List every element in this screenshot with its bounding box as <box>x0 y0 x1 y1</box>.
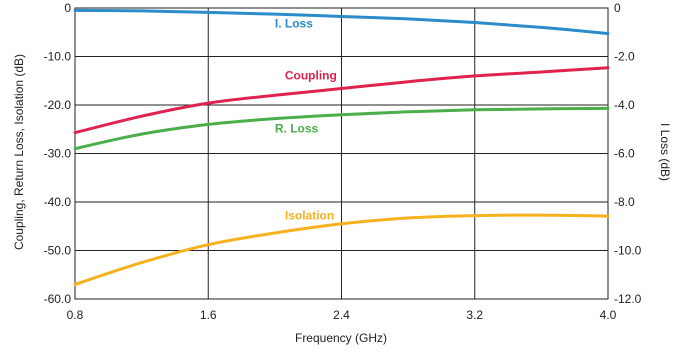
grid <box>74 7 609 300</box>
y-right-tick-label: -6.0 <box>614 147 635 161</box>
y-right-tick-label: -2.0 <box>614 50 635 64</box>
series-label-r-loss: R. Loss <box>275 122 319 136</box>
y-axis-left-title: Coupling, Return Loss, Isolation (dB) <box>12 54 26 250</box>
y-left-tick-label: -20.0 <box>44 98 72 112</box>
x-tick-label: 2.4 <box>333 308 350 322</box>
series-label-i-loss: I. Loss <box>275 16 313 30</box>
y-left-tick-label: 0 <box>64 1 71 15</box>
series-line-r-loss <box>73 106 610 151</box>
y-right-tick-label: -10.0 <box>614 244 642 258</box>
y-left-tick-label: -60.0 <box>44 292 72 306</box>
y-axis-right-title: I Loss (dB) <box>658 123 672 181</box>
x-tick-label: 3.2 <box>466 308 483 322</box>
y-right-tick-label: -8.0 <box>614 195 635 209</box>
series-line-coupling <box>73 66 610 135</box>
series-lines <box>73 8 610 286</box>
y-left-tick-label: -10.0 <box>44 50 72 64</box>
y-right-tick-label: -4.0 <box>614 98 635 112</box>
series-label-coupling: Coupling <box>285 68 337 82</box>
series-line-i-loss <box>73 8 610 35</box>
tick-labels: 0 -10.0 -20.0 -30.0 -40.0 -50.0 -60.0 0 -2.0 -4.0… <box>44 1 642 322</box>
x-axis-title: Frequency (GHz) <box>295 331 387 345</box>
series-label-isolation: Isolation <box>285 208 334 222</box>
y-left-tick-label: -40.0 <box>44 195 72 209</box>
y-right-tick-label: 0 <box>614 1 621 15</box>
y-left-tick-label: -30.0 <box>44 147 72 161</box>
x-tick-label: 0.8 <box>67 308 84 322</box>
x-tick-label: 1.6 <box>200 308 217 322</box>
series-labels: I. Loss Coupling R. Loss Isolation <box>275 16 337 222</box>
series-line-isolation <box>73 213 610 286</box>
y-right-tick-label: -12.0 <box>614 292 642 306</box>
y-left-tick-label: -50.0 <box>44 244 72 258</box>
x-tick-label: 4.0 <box>600 308 617 322</box>
